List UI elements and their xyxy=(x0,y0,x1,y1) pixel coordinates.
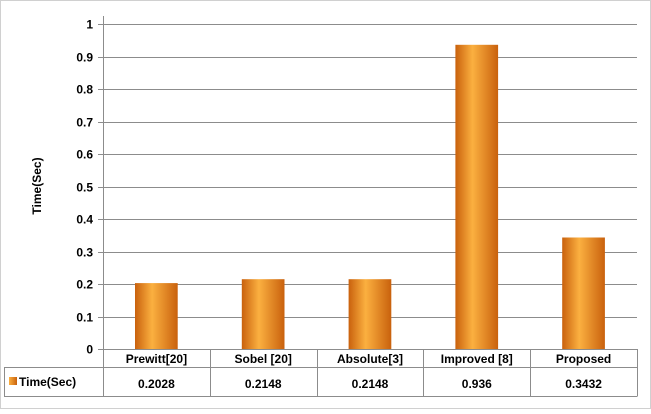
value-cell-label: 0.3432 xyxy=(565,377,602,391)
bars xyxy=(135,44,605,350)
y-tick-label: 0 xyxy=(86,343,93,357)
category-label: Improved [8] xyxy=(441,352,513,366)
y-tick-label: 0.2 xyxy=(76,278,93,292)
category-label: Prewitt[20] xyxy=(126,352,187,366)
y-tick-label: 0.7 xyxy=(76,116,93,130)
legend-series-label: Time(Sec) xyxy=(19,375,76,389)
category-label: Proposed xyxy=(556,352,611,366)
category-label: Absolute[3] xyxy=(337,352,403,366)
gridlines xyxy=(103,16,637,396)
y-axis-title: Time(Sec) xyxy=(30,157,44,214)
y-tick-label: 1 xyxy=(86,18,93,32)
y-axis-ticks: 0 0.1 0.2 0.3 0.4 0.5 0.6 0.7 0.8 0.9 1 xyxy=(76,18,103,357)
y-tick-label: 0.5 xyxy=(76,181,93,195)
bar xyxy=(135,283,178,349)
value-cell-label: 0.936 xyxy=(462,377,492,391)
legend-swatch xyxy=(9,377,17,385)
y-tick-label: 0.4 xyxy=(76,213,93,227)
y-tick-label: 0.9 xyxy=(76,51,93,65)
y-tick-label: 0.3 xyxy=(76,246,93,260)
value-cell-label: 0.2148 xyxy=(352,377,389,391)
y-tick-label: 0.8 xyxy=(76,83,93,97)
value-cell-label: 0.2148 xyxy=(245,377,282,391)
y-tick-label: 0.6 xyxy=(76,148,93,162)
y-tick-label: 0.1 xyxy=(76,311,93,325)
bar xyxy=(348,279,392,349)
value-cell-label: 0.2028 xyxy=(138,377,175,391)
bar xyxy=(241,279,285,349)
category-label: Sobel [20] xyxy=(235,352,292,366)
bar xyxy=(455,44,499,350)
bar xyxy=(562,237,605,349)
data-table: Prewitt[20] 0.2028 Sobel [20] 0.2148 Absolut… xyxy=(4,349,638,397)
